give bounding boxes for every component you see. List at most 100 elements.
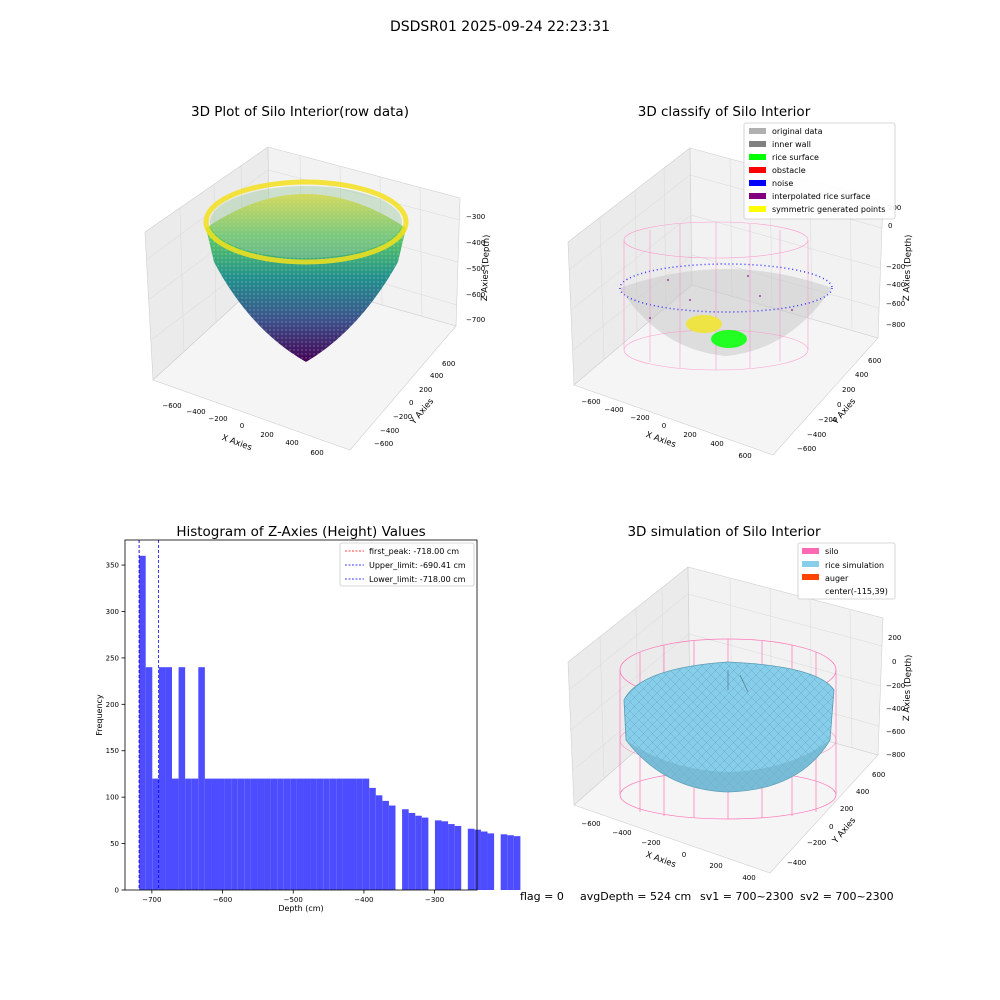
legend-swatch <box>749 128 766 134</box>
y-tick: −400 <box>807 431 826 439</box>
histogram-bar <box>224 778 232 890</box>
y-tick-label: 250 <box>106 654 119 662</box>
legend-label: Lower_limit: -718.00 cm <box>369 575 466 584</box>
auger-marker <box>727 670 749 693</box>
histogram-bar <box>152 778 159 890</box>
histogram-bar <box>316 778 324 890</box>
histogram-bar <box>382 800 389 890</box>
histogram-bar <box>329 778 337 890</box>
legend-swatch <box>749 180 766 186</box>
legend-frame <box>743 122 896 220</box>
axis-ticks-raw: −600 −400 −200 0 200 400 600 −600 −400 −… <box>162 213 485 457</box>
histogram-bar <box>185 778 192 890</box>
figure-suptitle: DSDSR01 2025-09-24 22:23:31 <box>390 19 610 35</box>
legend-label: Upper_limit: -690.41 cm <box>369 561 466 570</box>
histogram-bar <box>310 778 317 890</box>
panel-title-simulation: 3D simulation of Silo Interior <box>627 524 821 540</box>
z-tick: −800 <box>886 751 905 759</box>
legend-label: obstacle <box>772 166 806 175</box>
histogram-bar <box>487 833 495 890</box>
panel-title-histogram: Histogram of Z-Axies (Height) Values <box>176 524 425 540</box>
x-axis-label: X Axies <box>644 430 677 450</box>
legend-label: noise <box>772 179 793 188</box>
x-tick: −200 <box>630 414 649 422</box>
histogram-bar <box>296 778 304 890</box>
z-axis-label: Z Axies (Depth) <box>480 234 492 301</box>
legend-label: inner wall <box>772 140 811 149</box>
histogram-bar <box>270 778 278 890</box>
panel-histogram: Histogram of Z-Axies (Height) Values −70… <box>95 524 521 913</box>
histogram-bar <box>356 778 363 890</box>
x-tick-label: −300 <box>425 896 444 904</box>
y-tick-label: 300 <box>106 608 119 616</box>
legend-swatch <box>802 574 819 580</box>
histogram-bar <box>513 836 521 890</box>
x-tick: 0 <box>662 422 666 430</box>
histogram-bar <box>211 778 219 890</box>
histogram-bar <box>454 825 462 890</box>
z-tick: 200 <box>888 634 901 642</box>
classified-point-cloud <box>619 221 833 371</box>
axis-ticks-classify: −600 −400 −200 0 200 400 600 −600 −400 −… <box>581 204 905 460</box>
legend-swatch <box>749 193 766 199</box>
x-axis-label: X Axies <box>220 433 253 453</box>
status-sv1: sv1 = 700~2300 <box>700 890 794 903</box>
legend-label: center(-115,39) <box>825 587 888 596</box>
legend-swatch <box>749 206 766 212</box>
y-tick: −400 <box>380 427 399 435</box>
histogram-bar <box>231 778 238 890</box>
histogram-bar <box>349 778 357 890</box>
z-axis-label: Z Axies (Depth) <box>902 234 914 301</box>
z-tick: −200 <box>886 263 905 271</box>
legend-histogram: first_peak: -718.00 cm Upper_limit: -690… <box>339 542 475 587</box>
histogram-bar <box>204 778 212 890</box>
x-tick: 200 <box>260 431 273 439</box>
y-tick: −200 <box>393 413 412 421</box>
x-tick: 200 <box>709 862 722 870</box>
panel-raw-data: 3D Plot of Silo Interior(row data) −600 … <box>144 104 492 457</box>
histogram-bar <box>165 667 173 890</box>
y-tick-label: 100 <box>106 794 119 802</box>
x-tick: −600 <box>162 402 181 410</box>
histogram-bar <box>441 821 449 890</box>
x-axis-label: X Axies <box>644 850 677 870</box>
panel-simulation: 3D simulation of Silo Interior <box>567 524 914 882</box>
x-tick-label: −400 <box>354 896 373 904</box>
histogram-bar <box>415 815 422 890</box>
x-tick: 200 <box>683 431 696 439</box>
y-tick: 0 <box>837 401 841 409</box>
histogram-bar <box>369 787 376 890</box>
histogram-bar <box>145 667 153 890</box>
y-tick: 400 <box>430 372 443 380</box>
y-tick: −200 <box>807 839 826 847</box>
histogram-bar <box>434 820 442 890</box>
z-tick: 0 <box>892 658 896 666</box>
histogram-bar <box>237 778 245 890</box>
legend-swatch <box>802 548 819 554</box>
histogram-bar <box>218 778 225 890</box>
legend-label: original data <box>772 127 823 136</box>
y-tick-label: 150 <box>106 747 119 755</box>
y-tick: −600 <box>797 445 816 453</box>
histogram-bar <box>257 778 265 890</box>
histogram-bar <box>178 667 186 890</box>
axis-ticks-simulation: −600 −400 −200 0 200 400 −400 −200 0 200… <box>581 634 905 882</box>
histogram-bar <box>421 817 429 890</box>
legend-label: interpolated rice surface <box>772 192 870 201</box>
histogram-y-ticks: 0 50 100 150 200 250 300 350 <box>106 562 125 895</box>
legend-frame <box>797 542 896 600</box>
y-tick-label: 0 <box>115 887 119 895</box>
histogram-bar <box>172 778 179 890</box>
histogram-plot-frame <box>124 539 478 891</box>
y-tick: 0 <box>829 823 833 831</box>
z-tick: −700 <box>466 316 485 324</box>
z-axis-label: Z Axies (Depth) <box>902 654 914 721</box>
histogram-bar <box>283 778 291 890</box>
y-tick: −400 <box>787 859 806 867</box>
y-tick-label: 200 <box>106 701 119 709</box>
x-tick: 400 <box>285 439 298 447</box>
histogram-bar <box>388 805 396 890</box>
histogram-bar <box>250 778 258 890</box>
legend-label: first_peak: -718.00 cm <box>369 547 459 556</box>
histogram-bar <box>402 809 409 890</box>
